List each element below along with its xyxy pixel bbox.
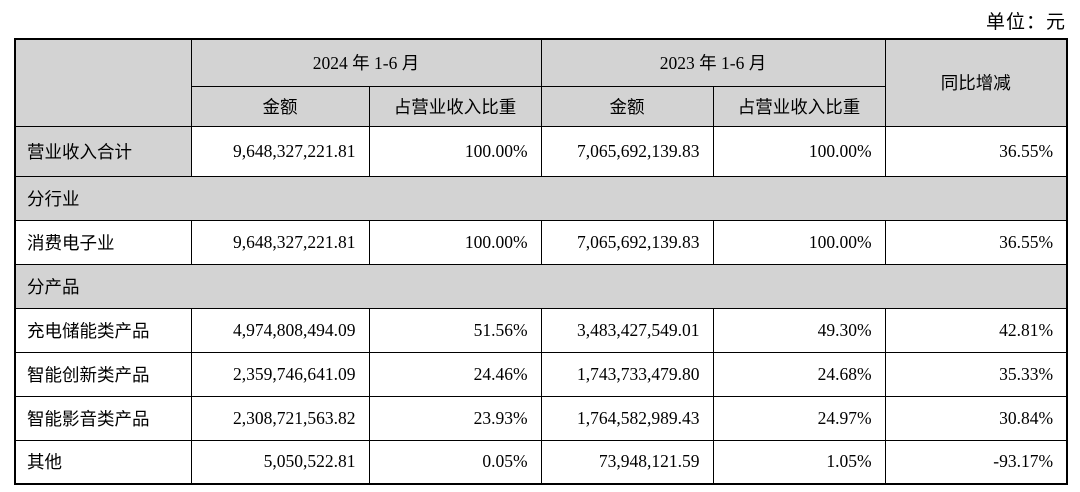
- table-row-others: 其他 5,050,522.81 0.05% 73,948,121.59 1.05…: [14, 439, 1068, 485]
- header-amount-2024: 金额: [190, 85, 370, 127]
- amount-2024: 9,648,327,221.81: [190, 219, 370, 265]
- table-row-total-revenue: 营业收入合计 9,648,327,221.81 100.00% 7,065,69…: [14, 125, 1068, 177]
- amount-2024: 2,308,721,563.82: [190, 395, 370, 441]
- header-row-periods: 2024 年 1-6 月 2023 年 1-6 月 同比增减: [14, 38, 1068, 127]
- revenue-breakdown-table: 2024 年 1-6 月 2023 年 1-6 月 同比增减 金额 占营业收入比…: [14, 38, 1069, 485]
- share-2024: 24.46%: [368, 351, 542, 397]
- section-row-by-product: 分产品: [14, 263, 1068, 309]
- row-label: 智能影音类产品: [14, 395, 192, 441]
- share-2023: 49.30%: [712, 307, 886, 353]
- amount-2023: 1,764,582,989.43: [540, 395, 714, 441]
- row-label: 消费电子业: [14, 219, 192, 265]
- share-2023: 1.05%: [712, 439, 886, 485]
- yoy-change: 36.55%: [884, 219, 1068, 265]
- header-empty-cell: [14, 38, 192, 127]
- row-label: 智能创新类产品: [14, 351, 192, 397]
- header-period-2023: 2023 年 1-6 月: [540, 38, 886, 87]
- yoy-change: 30.84%: [884, 395, 1068, 441]
- amount-2024: 4,974,808,494.09: [190, 307, 370, 353]
- amount-2023: 1,743,733,479.80: [540, 351, 714, 397]
- header-row-measures: 金额 占营业收入比重 金额 占营业收入比重: [15, 85, 1067, 127]
- row-label: 其他: [14, 439, 192, 485]
- amount-2024: 5,050,522.81: [190, 439, 370, 485]
- share-2023: 24.68%: [712, 351, 886, 397]
- header-share-2024: 占营业收入比重: [368, 85, 542, 127]
- share-2023: 100.00%: [712, 219, 886, 265]
- amount-2023: 73,948,121.59: [540, 439, 714, 485]
- table-row-smart-audio-video: 智能影音类产品 2,308,721,563.82 23.93% 1,764,58…: [14, 395, 1068, 441]
- table-row-charging-energy-storage: 充电储能类产品 4,974,808,494.09 51.56% 3,483,42…: [14, 307, 1068, 353]
- share-2023: 100.00%: [712, 125, 886, 177]
- share-2023: 24.97%: [712, 395, 886, 441]
- share-2024: 0.05%: [368, 439, 542, 485]
- yoy-change: 36.55%: [884, 125, 1068, 177]
- share-2024: 100.00%: [368, 125, 542, 177]
- share-2024: 51.56%: [368, 307, 542, 353]
- unit-label: 单位：元: [985, 12, 1066, 33]
- amount-2024: 2,359,746,641.09: [190, 351, 370, 397]
- section-row-by-industry: 分行业: [14, 175, 1068, 221]
- section-label: 分行业: [14, 175, 1068, 221]
- share-2024: 100.00%: [368, 219, 542, 265]
- section-label: 分产品: [14, 263, 1068, 309]
- amount-2024: 9,648,327,221.81: [190, 125, 370, 177]
- table-row-consumer-electronics: 消费电子业 9,648,327,221.81 100.00% 7,065,692…: [14, 219, 1068, 265]
- row-label: 充电储能类产品: [14, 307, 192, 353]
- table-row-smart-innovation: 智能创新类产品 2,359,746,641.09 24.46% 1,743,73…: [14, 351, 1068, 397]
- yoy-change: 42.81%: [884, 307, 1068, 353]
- header-period-2024: 2024 年 1-6 月: [190, 38, 542, 87]
- share-2024: 23.93%: [368, 395, 542, 441]
- yoy-change: 35.33%: [884, 351, 1068, 397]
- header-share-2023: 占营业收入比重: [712, 85, 886, 127]
- header-yoy-change: 同比增减: [884, 38, 1068, 127]
- header-amount-2023: 金额: [540, 85, 714, 127]
- row-label: 营业收入合计: [14, 125, 192, 177]
- amount-2023: 3,483,427,549.01: [540, 307, 714, 353]
- amount-2023: 7,065,692,139.83: [540, 219, 714, 265]
- amount-2023: 7,065,692,139.83: [540, 125, 714, 177]
- yoy-change: -93.17%: [884, 439, 1068, 485]
